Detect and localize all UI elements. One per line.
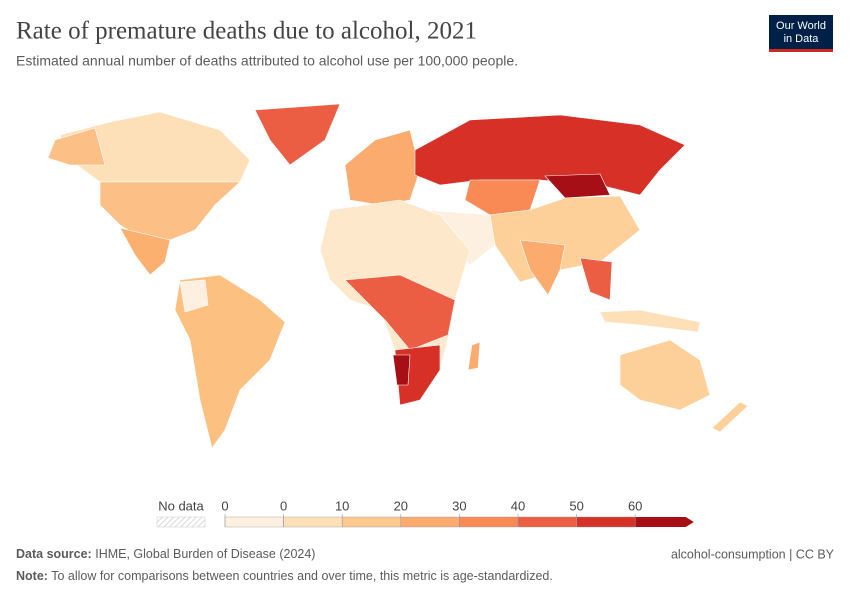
usa — [99, 181, 241, 244]
legend-tick-label: 40 — [511, 498, 525, 513]
note-text: To allow for comparisons between countri… — [51, 569, 553, 583]
note-label: Note: — [16, 569, 48, 583]
legend-no-data-swatch — [156, 516, 206, 528]
legend-swatch — [224, 516, 284, 528]
legend-swatch — [576, 516, 636, 528]
legend-arrow — [635, 517, 694, 527]
legend-tick-label: 30 — [452, 498, 466, 513]
canada — [59, 111, 251, 183]
europe — [344, 129, 421, 206]
legend-tick-label: 20 — [394, 498, 408, 513]
indonesia — [599, 309, 701, 333]
world-map — [47, 103, 749, 449]
legend-tick-label: 0 — [280, 498, 287, 513]
footer-note: Note: To allow for comparisons between c… — [16, 569, 553, 583]
madagascar — [467, 341, 481, 371]
footer-source: Data source: IHME, Global Burden of Dise… — [16, 547, 315, 561]
legend: 0 0 10 20 30 40 50 60 — [221, 498, 694, 528]
colombia — [179, 279, 209, 313]
central-africa — [344, 274, 456, 351]
title: Rate of premature deaths due to alcohol,… — [16, 18, 477, 45]
russia — [414, 114, 686, 196]
logo-text: Our World — [776, 20, 826, 32]
central-asia — [464, 179, 541, 216]
legend-swatch — [283, 516, 343, 528]
alaska — [47, 127, 106, 166]
footer-license: alcohol-consumption | CC BY — [671, 547, 835, 561]
mongolia — [544, 173, 611, 199]
logo-bar — [769, 49, 833, 52]
southeast-asia — [579, 257, 613, 301]
logo-text: in Data — [784, 33, 820, 45]
source-text: IHME, Global Burden of Disease (2024) — [95, 547, 315, 561]
south-america — [174, 274, 286, 449]
namibia — [392, 354, 411, 386]
india — [519, 239, 566, 296]
subtitle: Estimated annual number of deaths attrib… — [16, 53, 518, 69]
legend-tick-label: 50 — [569, 498, 583, 513]
legend-swatch — [459, 516, 519, 528]
legend-tick-label: 60 — [628, 498, 642, 513]
source-label: Data source: — [16, 547, 92, 561]
legend-swatch — [400, 516, 460, 528]
australia — [619, 339, 711, 411]
legend-no-data-label: No data — [158, 498, 204, 513]
greenland — [254, 103, 341, 166]
logo-box — [769, 15, 833, 51]
legend-tick-label: 10 — [335, 498, 349, 513]
legend-tick-label: 0 — [221, 498, 228, 513]
legend-swatch — [342, 516, 402, 528]
legend-swatch — [517, 516, 577, 528]
new-zealand — [711, 401, 749, 433]
mexico — [119, 227, 171, 276]
